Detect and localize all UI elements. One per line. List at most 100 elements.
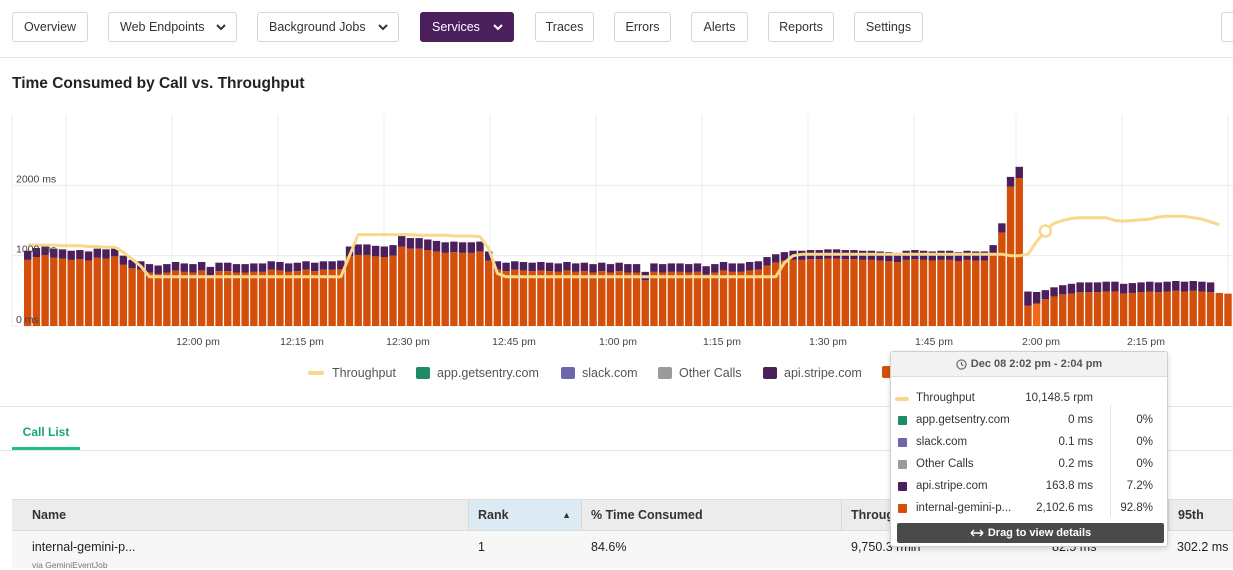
tooltip-row-pct: 0% [1136,458,1153,470]
bar-internal-gemini [1172,290,1180,326]
legend-item-api-stripe[interactable]: api.stripe.com [763,366,862,380]
bar-api-stripe [728,263,736,272]
nav-traces-label: Traces [545,20,584,34]
bar-api-stripe [493,261,502,270]
column-header-rank[interactable]: Rank ▲ [468,500,581,530]
bar-api-stripe [772,254,780,263]
tooltip-swatch [898,416,907,425]
bar-api-stripe [145,264,154,273]
column-header-95th[interactable]: 95th [1168,500,1233,530]
bar-internal-gemini [84,260,93,326]
x-tick-label: 2:15 pm [1127,336,1165,348]
bar-internal-gemini [1137,292,1145,326]
bar-internal-gemini [798,259,806,326]
nav-settings[interactable]: Settings [854,12,923,42]
nav-overview[interactable]: Overview [12,12,88,42]
row-name-link[interactable]: internal-gemini-p... [32,540,136,554]
bar-internal-gemini [702,274,710,326]
bar-api-stripe [224,262,232,272]
bar-internal-gemini [763,265,771,326]
tab-call-list[interactable]: Call List [12,420,80,450]
nav-errors-label: Errors [625,20,660,34]
drag-to-view-details-button[interactable]: Drag to view details [897,523,1164,543]
bar-internal-gemini [1198,291,1206,326]
bar-internal-gemini [458,252,467,326]
bar-api-stripe [737,263,745,272]
column-header-label: Throug [851,508,895,522]
bar-internal-gemini [693,271,702,326]
bar-api-stripe [354,244,362,255]
bar-api-stripe [763,257,771,266]
nav-alerts-label: Alerts [703,20,736,34]
time-consumed-chart[interactable]: 2000 ms 1000 ms 0 ms 12:00 pm 12:15 pm 12:30 … [0,115,1233,355]
bar-api-stripe [110,247,119,257]
bar-api-stripe [615,262,623,272]
bar-internal-gemini [685,272,693,326]
bar-internal-gemini [850,259,858,326]
chart-area[interactable]: 2000 ms 1000 ms 0 ms 12:00 pm 12:15 pm 12:30 … [0,115,1233,355]
column-header-time-consumed[interactable]: % Time Consumed [581,500,841,530]
bar-internal-gemini [93,257,101,326]
bar-internal-gemini [841,259,849,326]
bar-api-stripe [154,265,162,274]
bar-api-stripe [250,263,258,272]
nav-services[interactable]: Services [420,12,514,42]
bar-internal-gemini [484,260,493,326]
row-95th: 302.2 ms [1177,540,1229,554]
bar-api-stripe [580,262,589,272]
column-header-name[interactable]: Name [22,500,468,530]
bar-api-stripe [258,263,267,272]
nav-traces[interactable]: Traces [535,12,594,42]
bar-internal-gemini [311,271,319,326]
bar-internal-gemini [406,248,415,326]
bar-internal-gemini [511,269,519,326]
bar-api-stripe [693,263,702,272]
legend-item-slack[interactable]: slack.com [561,366,638,380]
bar-internal-gemini [137,269,145,326]
bar-internal-gemini [632,272,641,326]
nav-reports[interactable]: Reports [768,12,834,42]
legend-item-other-calls[interactable]: Other Calls [658,366,742,380]
bar-internal-gemini [128,268,136,326]
bar-api-stripe [215,262,223,272]
bar-internal-gemini [50,257,58,326]
bar-api-stripe [441,242,449,253]
bar-api-stripe [206,266,215,276]
bar-api-stripe [711,264,719,273]
bar-api-stripe [1041,290,1050,300]
column-separator [1168,500,1169,530]
bar-internal-gemini [380,257,389,326]
bar-internal-gemini [267,269,275,326]
bar-internal-gemini [754,269,763,326]
bar-api-stripe [1206,282,1215,293]
bar-internal-gemini [606,272,615,326]
legend-item-throughput[interactable]: Throughput [308,366,396,380]
tooltip-row-pct: 92.8% [1120,502,1153,514]
bar-internal-gemini [589,272,597,326]
bar-internal-gemini [345,256,354,326]
bar-api-stripe [345,246,354,257]
bar-api-stripe [989,245,997,255]
bar-internal-gemini [1067,293,1076,326]
nav-background-jobs[interactable]: Background Jobs [257,12,399,42]
nav-web-endpoints[interactable]: Web Endpoints [108,12,237,42]
legend-item-app-getsentry[interactable]: app.getsentry.com [416,366,539,380]
nav-errors[interactable]: Errors [614,12,671,42]
bar-api-stripe [1137,282,1145,293]
bar-internal-gemini [615,271,623,326]
column-header-throughput[interactable]: Throug [841,500,981,530]
bar-internal-gemini [989,254,997,326]
bar-api-stripe [1024,291,1032,306]
x-tick-label: 1:00 pm [599,336,637,348]
legend-line-swatch [308,371,324,375]
bar-api-stripe [885,252,893,262]
nav-more-button[interactable] [1221,12,1233,42]
bar-internal-gemini [232,272,241,326]
bar-internal-gemini [928,260,936,326]
bar-api-stripe [398,235,406,247]
top-nav: Overview Web Endpoints Background Jobs S… [0,0,1233,58]
nav-alerts[interactable]: Alerts [691,12,748,42]
bar-api-stripe [685,264,693,273]
bar-api-stripe [24,250,32,260]
column-header-label: Rank [478,508,509,522]
